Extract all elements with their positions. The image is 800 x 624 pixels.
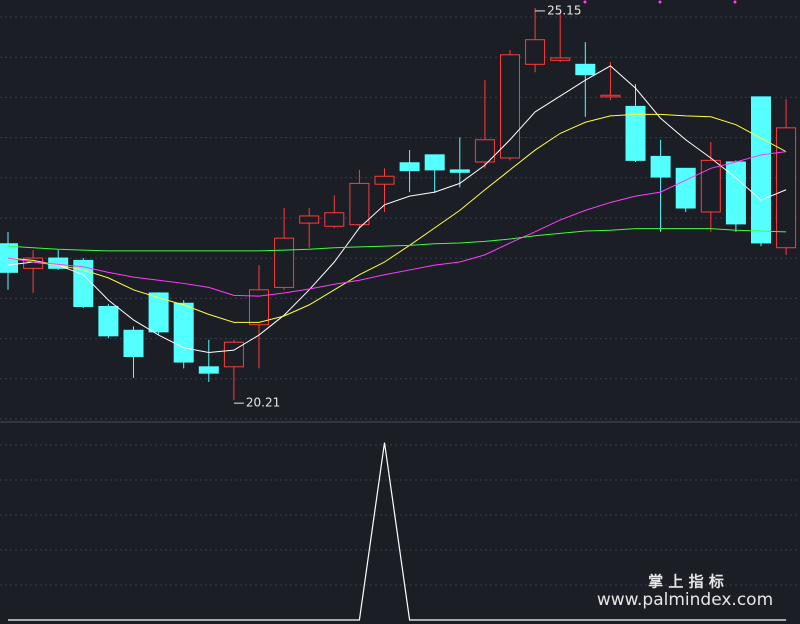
candle-body (600, 94, 621, 98)
candle-body (73, 259, 94, 307)
indicator-line (8, 442, 787, 621)
candle-body (776, 127, 797, 249)
candle-body (625, 105, 646, 161)
watermark-title: 掌 上 指 标 (648, 573, 724, 591)
candle-body (399, 162, 420, 172)
low-label: 20.21 (246, 396, 280, 410)
candle-body (324, 212, 345, 227)
candle-body (148, 292, 169, 333)
marker-dot (658, 0, 662, 4)
candle-body (700, 159, 721, 213)
candle-body (474, 139, 495, 163)
candle-body (550, 57, 571, 61)
candle-body (725, 161, 746, 225)
candle-body (198, 366, 219, 374)
candle-body (173, 302, 194, 363)
candle-body (274, 237, 295, 288)
candle-body (650, 155, 671, 178)
candle-body (424, 154, 445, 171)
high-label: 25.15 (547, 3, 581, 17)
candle-body (374, 175, 395, 185)
grid (0, 16, 800, 586)
marker-dot (583, 0, 587, 4)
candle-body (249, 289, 269, 326)
candle-body (575, 63, 596, 76)
candle-body (223, 341, 244, 368)
candle-body (98, 305, 119, 337)
moving-average-line (7, 65, 787, 354)
candle-body (751, 96, 771, 244)
candle-body (349, 182, 370, 226)
candle-body (500, 54, 520, 159)
candle-body (299, 215, 320, 224)
moving-average-line (7, 228, 787, 252)
moving-average-line (7, 151, 787, 297)
candle-body (449, 169, 470, 173)
moving-average-line (7, 113, 787, 323)
candle-body (675, 167, 696, 209)
marker-dot (733, 0, 737, 4)
candle-body (525, 39, 546, 65)
candle-body (123, 329, 144, 357)
watermark-url: www.palmindex.com (597, 590, 773, 610)
